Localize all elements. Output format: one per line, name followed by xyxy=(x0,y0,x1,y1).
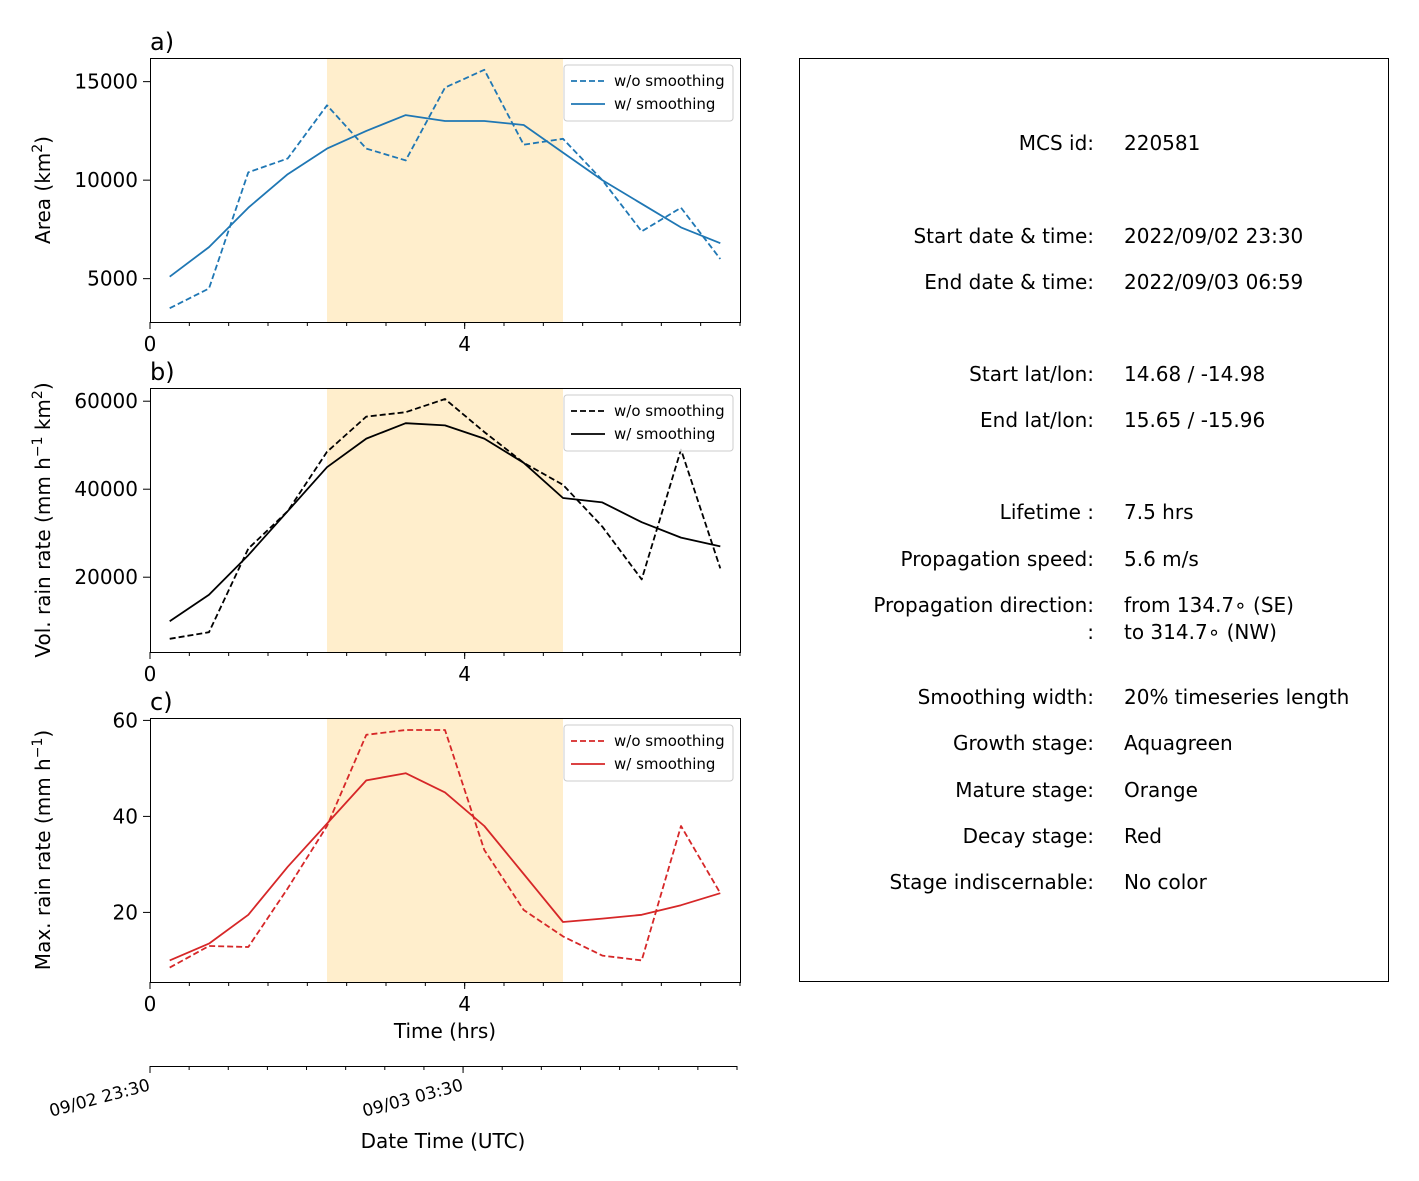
y-tick-label: 40 xyxy=(113,804,138,828)
y-axis-label-sup: −1 xyxy=(30,738,46,759)
info-panel-frame xyxy=(800,59,1389,982)
y-axis-label: Vol. rain rate (mm h−1 km2) xyxy=(30,382,55,657)
y-axis-label-part: ) xyxy=(31,382,55,390)
info-value: 7.5 hrs xyxy=(1124,500,1193,524)
y-axis-label-sup: 2 xyxy=(30,390,46,399)
info-label: Smoothing width: xyxy=(918,685,1094,709)
info-label: Stage indiscernable: xyxy=(890,870,1094,894)
info-value: 2022/09/02 23:30 xyxy=(1124,224,1303,248)
y-axis-label-sup: −1 xyxy=(30,437,46,458)
info-value: from 134.7∘ (SE) xyxy=(1124,593,1294,617)
y-tick-label: 60000 xyxy=(74,389,138,413)
panel-label: a) xyxy=(150,28,174,56)
y-tick-label: 60 xyxy=(113,708,138,732)
info-label: MCS id: xyxy=(1019,131,1094,155)
x-tick-label: 4 xyxy=(458,992,471,1016)
info-label: Mature stage: xyxy=(955,778,1094,802)
mature-stage-band xyxy=(327,58,563,322)
y-axis-label-sup: 2 xyxy=(30,144,46,153)
legend-entry: w/ smoothing xyxy=(614,95,715,113)
x-axis-label: Time (hrs) xyxy=(393,1019,496,1043)
legend-entry: w/o smoothing xyxy=(614,732,725,750)
info-value: Red xyxy=(1124,824,1162,848)
panel-3: 0 4 20 40 60 c) Max. rain rate (mm h−1) Time (h… xyxy=(30,688,741,1043)
info-label: Start date & time: xyxy=(913,224,1094,248)
info-value: 2022/09/03 06:59 xyxy=(1124,270,1303,294)
y-axis-label-part: Max. rain rate (mm h xyxy=(31,758,55,970)
y-axis-label-part: Vol. rain rate (mm h xyxy=(31,457,55,658)
legend-entry: w/ smoothing xyxy=(614,755,715,773)
y-axis-label: Max. rain rate (mm h−1) xyxy=(30,730,55,970)
panel-1: 0 4 5000 10000 15000 a) Area (km2) w/o smoothin… xyxy=(30,28,741,356)
y-tick-label: 20000 xyxy=(74,565,138,589)
y-tick-label: 20 xyxy=(113,900,138,924)
date-time-axis: 09/02 23:30 09/03 03:30 Date Time (UTC) xyxy=(47,1066,737,1153)
date-axis-label: Date Time (UTC) xyxy=(361,1129,526,1153)
info-value: 15.65 / -15.96 xyxy=(1124,408,1265,432)
mature-stage-band xyxy=(327,718,563,982)
y-axis-label-part: ) xyxy=(31,730,55,738)
info-value: 5.6 m/s xyxy=(1124,547,1199,571)
legend-entry: w/o smoothing xyxy=(614,402,725,420)
x-tick-label: 4 xyxy=(458,332,471,356)
info-label: End lat/lon: xyxy=(980,408,1094,432)
x-tick-label: 0 xyxy=(144,992,157,1016)
y-tick-label: 15000 xyxy=(74,70,138,94)
y-tick-label: 40000 xyxy=(74,477,138,501)
info-value: Aquagreen xyxy=(1124,731,1233,755)
y-axis-label: Area (km2) xyxy=(30,136,55,244)
y-axis-label-part: km xyxy=(31,399,55,436)
legend-entry: w/ smoothing xyxy=(614,425,715,443)
panel-label: c) xyxy=(150,688,173,716)
x-tick-label: 0 xyxy=(144,332,157,356)
info-label: Propagation speed: xyxy=(901,547,1094,571)
panel-2: 0 4 20000 40000 60000 b) Vol. rain rate (mm h−… xyxy=(30,358,741,686)
y-axis-label-part: ) xyxy=(31,136,55,144)
info-label: Propagation direction: xyxy=(873,593,1094,617)
x-tick-label: 4 xyxy=(458,662,471,686)
info-panel: MCS id: 220581 Start date & time: 2022/09/0… xyxy=(800,59,1389,982)
figure: 0 450001000015000a)Area (km2)w/o smoothin… xyxy=(0,0,1419,1181)
info-label: Growth stage: xyxy=(953,731,1094,755)
info-label: Decay stage: xyxy=(963,824,1094,848)
date-tick-label: 09/03 03:30 xyxy=(360,1076,465,1122)
info-label: Start lat/lon: xyxy=(969,362,1094,386)
info-value: 20% timeseries length xyxy=(1124,685,1349,709)
mature-stage-band xyxy=(327,388,563,652)
info-value: 14.68 / -14.98 xyxy=(1124,362,1265,386)
y-tick-label: 5000 xyxy=(87,267,138,291)
info-value: No color xyxy=(1124,870,1208,894)
y-tick-label: 10000 xyxy=(74,168,138,192)
info-label: Lifetime : xyxy=(1000,500,1094,524)
date-tick-label: 09/02 23:30 xyxy=(47,1076,152,1122)
info-label: End date & time: xyxy=(924,270,1094,294)
panel-label: b) xyxy=(150,358,175,386)
x-tick-label: 0 xyxy=(144,662,157,686)
info-value: 220581 xyxy=(1124,131,1200,155)
info-value: Orange xyxy=(1124,778,1198,802)
legend-entry: w/o smoothing xyxy=(614,72,725,90)
info-value: to 314.7∘ (NW) xyxy=(1124,620,1277,644)
y-axis-label-part: Area (km xyxy=(31,153,55,244)
info-label: : xyxy=(1087,620,1094,644)
